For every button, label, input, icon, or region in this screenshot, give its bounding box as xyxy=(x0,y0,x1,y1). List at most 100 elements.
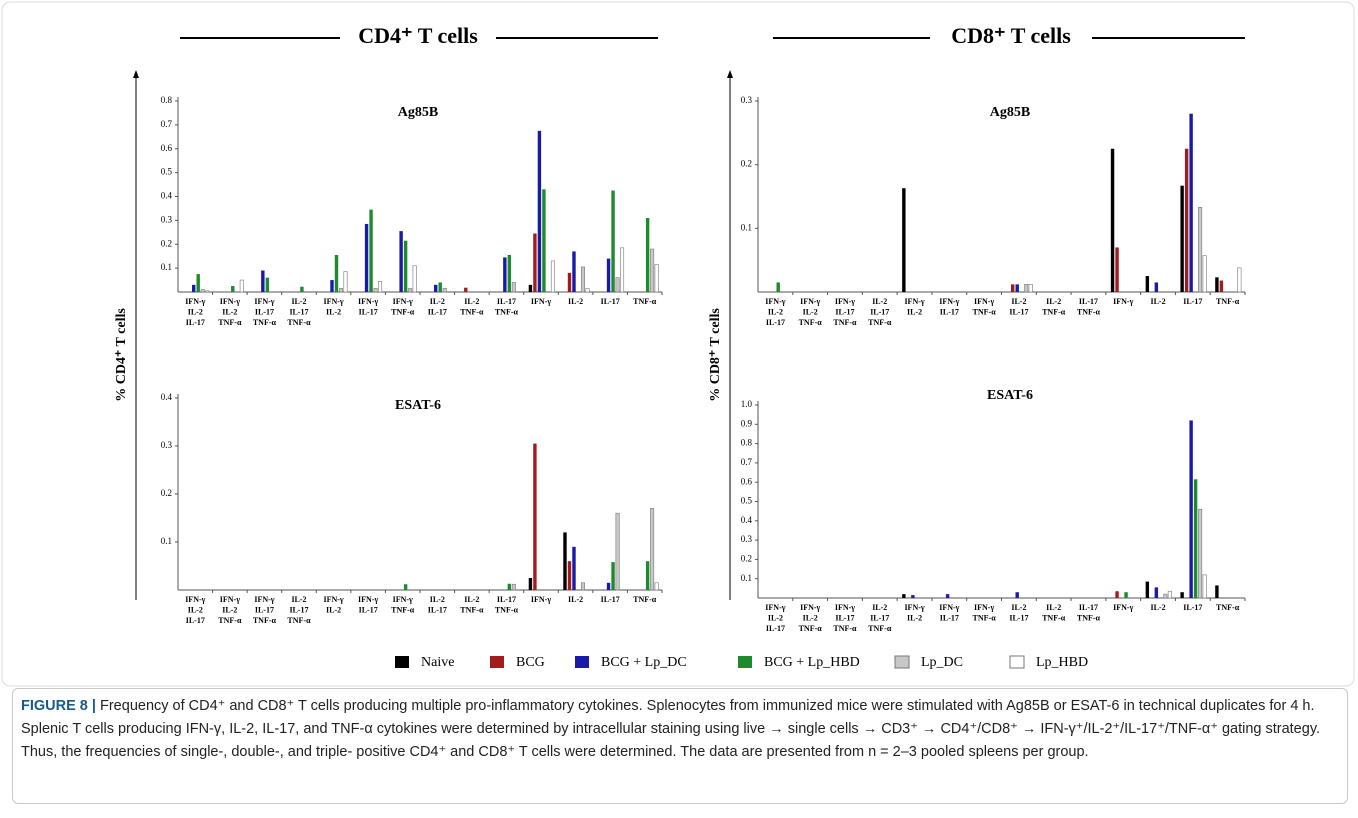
x-tick-label: IFN-γ xyxy=(254,297,274,306)
bar xyxy=(399,231,403,292)
bar xyxy=(1028,284,1033,293)
bar xyxy=(507,583,512,590)
x-tick-label: TNF-α xyxy=(460,307,484,316)
legend-swatch xyxy=(395,656,409,668)
x-tick-label: IFN-γ xyxy=(765,603,785,612)
bar xyxy=(196,274,200,292)
x-tick-label: IL-2 xyxy=(907,613,922,622)
x-tick-label: IFN-γ xyxy=(254,595,274,604)
x-tick-label: IFN-γ xyxy=(323,595,343,604)
y-tick-label: 0.3 xyxy=(741,534,753,544)
bar xyxy=(200,289,205,293)
x-tick-label: IL-2 xyxy=(568,297,583,306)
x-tick-label: TNF-α xyxy=(253,318,277,327)
bar xyxy=(1024,284,1029,293)
x-tick-label: TNF-α xyxy=(253,616,277,625)
bar xyxy=(1189,420,1193,598)
x-tick-label: TNF-α xyxy=(218,616,242,625)
x-tick-label: TNF-α xyxy=(1077,307,1101,316)
caption-text: Frequency of CD4⁺ and CD8⁺ T cells produ… xyxy=(21,698,1321,760)
x-tick-label: TNF-α xyxy=(1077,613,1101,622)
chart-title: Ag85B xyxy=(990,105,1030,120)
chart-title: ESAT-6 xyxy=(395,398,441,413)
x-tick-label: IL-17 xyxy=(1079,297,1098,306)
x-tick-label: TNF-α xyxy=(799,624,823,633)
bar xyxy=(1193,479,1198,598)
x-tick-label: IFN-γ xyxy=(800,603,820,612)
x-tick-label: IL-2 xyxy=(1150,297,1165,306)
panel-header: CD4⁺ T cells xyxy=(358,23,478,48)
y-tick-label: 0.7 xyxy=(741,457,753,467)
bar xyxy=(1015,284,1019,292)
x-tick-label: IFN-γ xyxy=(765,297,785,306)
x-tick-label: IL-17 xyxy=(1009,307,1028,316)
bar xyxy=(1219,280,1224,292)
y-tick-label: 0.8 xyxy=(161,95,173,105)
y-axis-label: % CD8⁺ T cells xyxy=(708,308,723,402)
bar xyxy=(403,584,408,590)
y-tick-label: 0.1 xyxy=(161,536,172,546)
x-tick-label: IL-2 xyxy=(326,605,341,614)
legend-label: BCG + Lp_HBD xyxy=(764,655,860,670)
y-arrow-head xyxy=(133,70,139,78)
bar xyxy=(511,282,516,293)
bar xyxy=(1198,508,1203,599)
x-tick-label: TNF-α xyxy=(833,318,857,327)
x-tick-label: IL-17 xyxy=(497,595,516,604)
bar xyxy=(1154,587,1159,598)
caption-label: FIGURE 8 | xyxy=(21,698,96,714)
x-tick-label: IFN-γ xyxy=(531,595,551,604)
bar xyxy=(364,223,369,292)
bar xyxy=(911,595,915,598)
x-tick-label: TNF-α xyxy=(633,595,657,604)
x-tick-label: IL-2 xyxy=(1011,603,1026,612)
x-tick-label: IL-2 xyxy=(568,595,583,604)
x-tick-label: IL-17 xyxy=(940,307,959,316)
bar xyxy=(1015,592,1019,598)
bar xyxy=(542,189,546,292)
x-tick-label: IFN-γ xyxy=(358,595,378,604)
bar xyxy=(615,512,620,591)
x-tick-label: IL-17 xyxy=(255,307,274,316)
bar xyxy=(1180,185,1184,292)
x-tick-label: TNF-α xyxy=(633,297,657,306)
chart-title: ESAT-6 xyxy=(987,388,1033,403)
bar xyxy=(442,288,447,293)
bar xyxy=(572,251,576,292)
bar xyxy=(585,288,590,293)
legend-swatch xyxy=(894,655,910,669)
bar xyxy=(408,288,413,293)
x-tick-label: IFN-γ xyxy=(939,603,959,612)
bar xyxy=(1115,591,1119,598)
bar xyxy=(1202,574,1207,599)
bar xyxy=(1145,276,1150,292)
x-tick-label: IL-2 xyxy=(768,613,783,622)
x-tick-label: IL-2 xyxy=(1011,297,1026,306)
x-tick-label: TNF-α xyxy=(391,307,415,316)
y-tick-label: 0.3 xyxy=(161,440,173,450)
bar xyxy=(434,284,438,292)
bar xyxy=(464,287,468,292)
x-tick-label: IL-17 xyxy=(835,307,854,316)
bar xyxy=(231,286,235,292)
x-tick-label: IL-17 xyxy=(1079,603,1098,612)
bar xyxy=(1189,113,1193,292)
bar xyxy=(615,277,620,293)
y-tick-label: 0.2 xyxy=(161,238,172,248)
bar xyxy=(1237,267,1242,293)
x-tick-label: IFN-γ xyxy=(185,297,205,306)
x-tick-label: TNF-α xyxy=(833,624,857,633)
x-tick-label: IL-17 xyxy=(601,297,620,306)
legend-label: Naive xyxy=(421,655,454,670)
legend-label: Lp_DC xyxy=(921,655,963,670)
y-tick-label: 0.5 xyxy=(161,167,173,177)
bar xyxy=(338,288,343,293)
x-tick-label: IL-17 xyxy=(1183,603,1202,612)
x-tick-label: IL-2 xyxy=(768,307,783,316)
x-tick-label: IL-2 xyxy=(291,595,306,604)
bar xyxy=(620,247,625,293)
bar xyxy=(373,288,378,293)
bar xyxy=(611,562,615,590)
x-tick-label: IL-2 xyxy=(872,297,887,306)
